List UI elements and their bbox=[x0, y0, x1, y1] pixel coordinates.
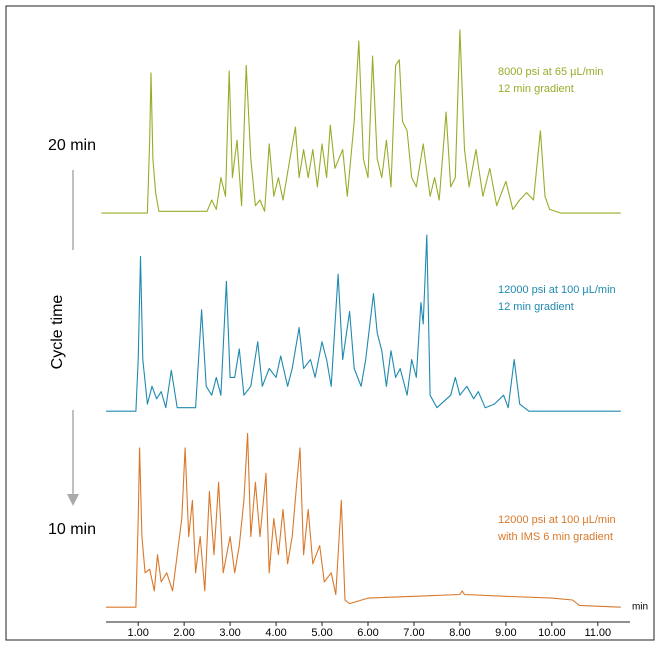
x-tick-label: 11.00 bbox=[584, 627, 611, 639]
x-tick-label: 8.00 bbox=[449, 627, 470, 639]
arrow-head bbox=[67, 494, 79, 506]
frame bbox=[5, 5, 655, 641]
trace-note: 12 min gradient bbox=[498, 301, 574, 313]
trace-label: 12000 psi at 100 µL/min bbox=[498, 284, 616, 296]
x-tick-label: 3.00 bbox=[219, 627, 240, 639]
trace bbox=[101, 29, 621, 214]
top-annotation: 20 min bbox=[48, 137, 96, 154]
trace bbox=[106, 432, 621, 608]
trace-label: 8000 psi at 65 µL/min bbox=[498, 66, 603, 78]
x-tick-label: 2.00 bbox=[173, 627, 194, 639]
x-axis-label: min bbox=[632, 602, 648, 613]
x-tick-label: 7.00 bbox=[403, 627, 424, 639]
x-tick-label: 5.00 bbox=[311, 627, 332, 639]
trace bbox=[106, 234, 621, 412]
trace-note: with IMS 6 min gradient bbox=[497, 531, 613, 543]
x-tick-label: 4.00 bbox=[265, 627, 286, 639]
trace-note: 12 min gradient bbox=[498, 83, 574, 95]
x-tick-label: 10.00 bbox=[538, 627, 566, 639]
cycle-time-label: Cycle time bbox=[49, 295, 66, 370]
bottom-annotation: 10 min bbox=[48, 521, 96, 538]
x-tick-label: 9.00 bbox=[495, 627, 516, 639]
x-tick-label: 6.00 bbox=[357, 627, 378, 639]
trace-label: 12000 psi at 100 µL/min bbox=[498, 514, 616, 526]
x-tick-label: 1.00 bbox=[127, 627, 148, 639]
